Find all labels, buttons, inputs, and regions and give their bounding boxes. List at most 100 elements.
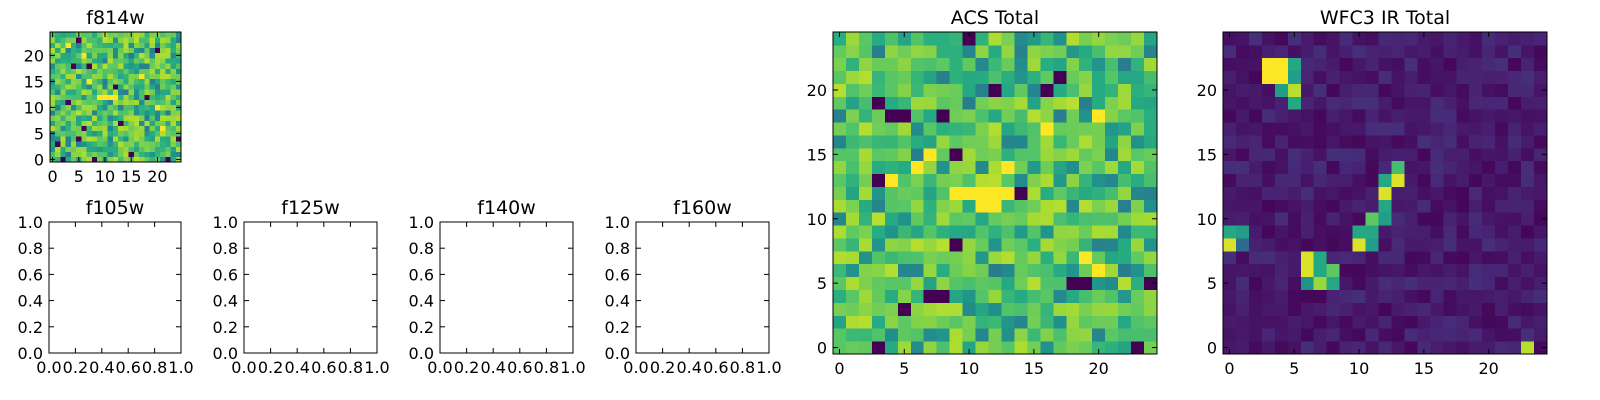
heatmap-cell — [884, 186, 899, 200]
heatmap-cell — [160, 52, 166, 59]
heatmap-cell — [910, 135, 925, 149]
heatmap-cell — [81, 68, 88, 74]
heatmap-cell — [175, 63, 182, 69]
heatmap-cell — [81, 37, 88, 43]
heatmap-cell — [1404, 160, 1418, 175]
heatmap-cell — [1391, 32, 1405, 46]
heatmap-cell — [1014, 199, 1028, 213]
heatmap-cell — [845, 302, 860, 316]
heatmap-cell — [936, 147, 951, 162]
heatmap-cell — [962, 135, 976, 149]
heatmap-cell — [1066, 341, 1080, 355]
heatmap-cell — [962, 328, 976, 342]
heatmap-cell — [91, 104, 98, 111]
heatmap-cell — [858, 250, 873, 265]
heatmap-cell — [1365, 57, 1379, 72]
heatmap-cell — [170, 130, 177, 137]
heatmap-cell — [1092, 263, 1106, 278]
heatmap-cell — [60, 52, 67, 59]
heatmap-cell — [1456, 341, 1470, 355]
heatmap-cell — [833, 276, 847, 290]
axes-frame — [49, 31, 182, 163]
heatmap-cell — [871, 302, 886, 316]
heatmap-cell — [1118, 225, 1132, 239]
heatmap-cell — [845, 83, 860, 97]
heatmap-cell — [923, 250, 938, 265]
heatmap-cell — [1040, 212, 1054, 226]
heatmap-cell — [1313, 173, 1328, 187]
heatmap-cell — [60, 89, 67, 95]
heatmap-cell — [139, 52, 145, 59]
x-tick-label: 0.6 — [115, 358, 140, 377]
heatmap-cell — [1482, 96, 1496, 110]
heatmap-cell — [133, 110, 140, 116]
heatmap-cell — [833, 160, 847, 175]
heatmap-cell — [107, 42, 114, 48]
heatmap-cell — [1521, 109, 1535, 123]
heatmap-cell — [1326, 147, 1341, 162]
heatmap-cell — [1469, 250, 1483, 265]
heatmap-cell — [81, 115, 88, 121]
heatmap-cell — [128, 73, 135, 80]
heatmap-cell — [65, 130, 72, 137]
heatmap-cell — [1508, 70, 1522, 84]
heatmap-cell — [149, 99, 156, 106]
axes-frame — [832, 31, 1158, 355]
heatmap-cell — [1131, 57, 1145, 72]
heatmap-cell — [897, 341, 912, 355]
heatmap-cell — [1235, 276, 1250, 290]
axes-frame — [243, 221, 378, 354]
heatmap-cell — [833, 122, 847, 136]
heatmap-cell — [55, 99, 61, 106]
heatmap-cell — [1014, 83, 1028, 97]
heatmap-cell — [1066, 315, 1080, 329]
panel-title: f105w — [86, 197, 145, 219]
heatmap-cell — [154, 73, 161, 80]
heatmap-cell — [1469, 341, 1483, 355]
heatmap-cell — [1339, 225, 1353, 239]
heatmap-cell — [1027, 341, 1041, 355]
heatmap-cell — [170, 78, 177, 85]
heatmap-cell — [897, 122, 912, 136]
heatmap-cell — [1027, 263, 1041, 278]
heatmap-cell — [1534, 96, 1548, 110]
heatmap-cell — [123, 32, 129, 38]
heatmap-cell — [1235, 315, 1250, 329]
heatmap-cell — [70, 141, 77, 147]
heatmap-cell — [154, 146, 161, 152]
heatmap-cell — [871, 315, 886, 329]
heatmap-cell — [1144, 147, 1158, 162]
heatmap-cell — [833, 315, 847, 329]
heatmap-cell — [1066, 263, 1080, 278]
heatmap-cell — [949, 70, 963, 84]
heatmap-cell — [884, 160, 899, 175]
heatmap-cell — [833, 173, 847, 187]
heatmap-cell — [1365, 70, 1379, 84]
heatmap-cell — [160, 130, 166, 137]
heatmap-cell — [975, 250, 989, 265]
heatmap-cell — [65, 52, 72, 59]
heatmap-cell — [70, 125, 77, 132]
heatmap-cell — [1378, 173, 1392, 187]
heatmap-cell — [70, 52, 77, 59]
heatmap-cell — [55, 58, 61, 64]
heatmap-cell — [897, 302, 912, 316]
heatmap-cell — [60, 120, 67, 126]
heatmap-cell — [1053, 225, 1067, 239]
heatmap-cell — [936, 57, 951, 72]
heatmap-cell — [86, 115, 93, 121]
heatmap-cell — [1274, 328, 1289, 342]
heatmap-cell — [1352, 173, 1366, 187]
heatmap-cell — [1521, 315, 1535, 329]
heatmap-cell — [1456, 57, 1470, 72]
heatmap-cell — [70, 110, 77, 116]
heatmap-cell — [949, 147, 963, 162]
heatmap-cell — [1300, 238, 1315, 252]
heatmap-cell — [1079, 341, 1093, 355]
heatmap-cell — [1027, 173, 1041, 187]
heatmap-cell — [845, 250, 860, 265]
heatmap-cell — [1339, 250, 1353, 265]
heatmap-cell — [154, 94, 161, 100]
y-tick-label: 5 — [817, 274, 827, 293]
